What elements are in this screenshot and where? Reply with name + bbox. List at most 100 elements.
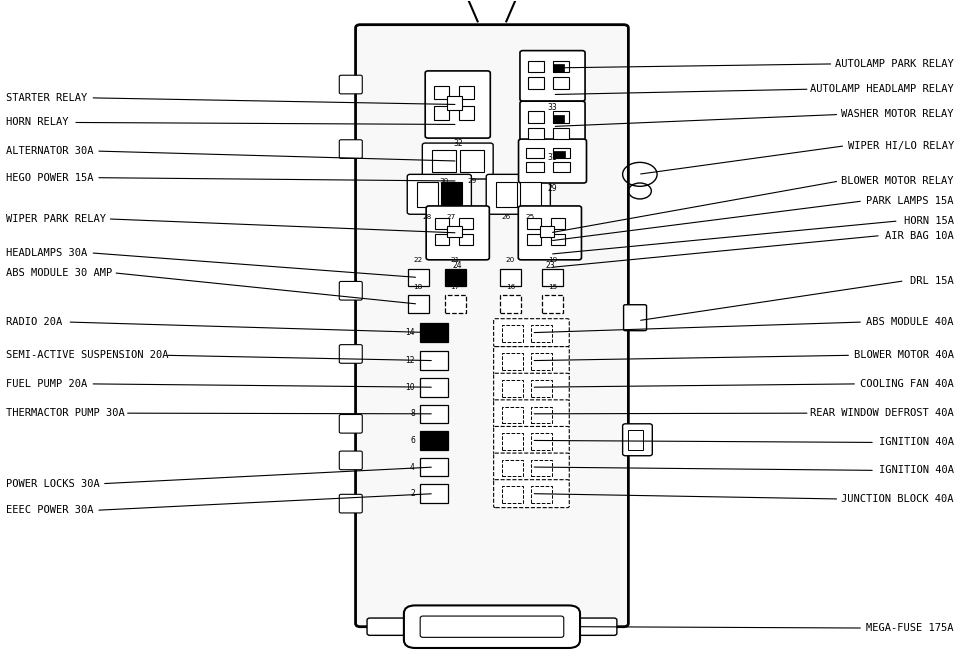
Bar	[444, 295, 466, 313]
Bar	[526, 148, 543, 158]
Text: IGNITION 40A: IGNITION 40A	[878, 466, 954, 476]
Text: WIPER HI/LO RELAY: WIPER HI/LO RELAY	[848, 141, 954, 151]
Bar	[553, 162, 570, 172]
Text: 31: 31	[548, 153, 558, 162]
Text: ALTERNATOR 30A: ALTERNATOR 30A	[6, 146, 94, 156]
FancyBboxPatch shape	[339, 345, 362, 363]
FancyBboxPatch shape	[493, 400, 569, 428]
Bar	[441, 182, 462, 207]
Bar	[542, 295, 563, 313]
Text: THERMACTOR PUMP 30A: THERMACTOR PUMP 30A	[6, 408, 125, 418]
Bar	[435, 234, 449, 245]
Bar	[434, 86, 449, 100]
Text: PARK LAMPS 15A: PARK LAMPS 15A	[866, 196, 954, 206]
Bar	[432, 150, 456, 172]
Bar	[553, 64, 564, 72]
Text: 23: 23	[545, 261, 555, 270]
FancyBboxPatch shape	[518, 139, 587, 183]
Text: EEEC POWER 30A: EEEC POWER 30A	[6, 505, 94, 515]
Bar	[531, 353, 552, 370]
Bar	[459, 86, 474, 100]
Bar	[551, 218, 565, 229]
FancyBboxPatch shape	[493, 480, 569, 508]
Bar	[553, 61, 569, 72]
FancyBboxPatch shape	[339, 414, 362, 433]
FancyBboxPatch shape	[339, 494, 362, 513]
Bar	[447, 96, 462, 110]
Text: 29: 29	[548, 184, 558, 193]
Bar	[420, 458, 448, 476]
Text: 33: 33	[547, 102, 558, 112]
FancyBboxPatch shape	[493, 373, 569, 401]
FancyBboxPatch shape	[420, 616, 564, 637]
Bar	[408, 295, 429, 313]
Text: SEMI-ACTIVE SUSPENSION 20A: SEMI-ACTIVE SUSPENSION 20A	[6, 350, 169, 360]
Bar	[459, 234, 473, 245]
Bar	[502, 353, 523, 370]
Text: BLOWER MOTOR RELAY: BLOWER MOTOR RELAY	[841, 176, 954, 186]
Text: 17: 17	[450, 284, 460, 290]
Bar	[528, 111, 544, 123]
Text: JUNCTION BLOCK 40A: JUNCTION BLOCK 40A	[841, 494, 954, 504]
Text: STARTER RELAY: STARTER RELAY	[6, 93, 87, 103]
Text: ABS MODULE 40A: ABS MODULE 40A	[866, 317, 954, 327]
Text: HEADLAMPS 30A: HEADLAMPS 30A	[6, 248, 87, 258]
Bar	[528, 77, 544, 89]
Text: 2: 2	[410, 489, 415, 498]
Text: AUTOLAMP PARK RELAY: AUTOLAMP PARK RELAY	[835, 59, 954, 69]
FancyBboxPatch shape	[493, 319, 569, 347]
Text: WASHER MOTOR RELAY: WASHER MOTOR RELAY	[841, 110, 954, 120]
Bar	[528, 128, 544, 140]
Bar	[531, 407, 552, 423]
Bar	[444, 269, 466, 286]
Text: 6: 6	[410, 436, 415, 445]
Text: IGNITION 40A: IGNITION 40A	[878, 438, 954, 448]
FancyBboxPatch shape	[520, 101, 585, 152]
Text: 10: 10	[405, 383, 415, 391]
Text: 32: 32	[453, 140, 463, 148]
Bar	[531, 486, 552, 503]
Text: 19: 19	[548, 257, 557, 263]
Bar	[408, 269, 429, 286]
FancyBboxPatch shape	[422, 143, 493, 179]
Text: BLOWER MOTOR 40A: BLOWER MOTOR 40A	[853, 350, 954, 360]
Bar	[553, 111, 569, 123]
Bar	[495, 182, 516, 207]
Bar	[500, 269, 521, 286]
Text: POWER LOCKS 30A: POWER LOCKS 30A	[6, 479, 100, 489]
Bar	[527, 234, 541, 245]
Text: 25: 25	[526, 214, 535, 220]
Bar	[553, 128, 569, 140]
Text: 28: 28	[422, 214, 432, 220]
Text: AIR BAG 10A: AIR BAG 10A	[885, 230, 954, 240]
Text: 21: 21	[450, 257, 460, 263]
Text: 8: 8	[410, 409, 415, 418]
Bar	[553, 148, 570, 158]
Bar	[531, 433, 552, 450]
Text: FUEL PUMP 20A: FUEL PUMP 20A	[6, 379, 87, 389]
FancyBboxPatch shape	[339, 75, 362, 94]
Bar	[459, 218, 473, 229]
FancyBboxPatch shape	[486, 174, 550, 214]
Text: WIPER PARK RELAY: WIPER PARK RELAY	[6, 214, 107, 224]
Bar	[420, 351, 448, 370]
Bar	[502, 407, 523, 423]
Bar	[435, 218, 449, 229]
FancyBboxPatch shape	[493, 453, 569, 481]
Text: AUTOLAMP HEADLAMP RELAY: AUTOLAMP HEADLAMP RELAY	[810, 84, 954, 94]
Text: 29: 29	[467, 178, 476, 184]
Text: 12: 12	[405, 356, 415, 365]
Bar	[502, 460, 523, 476]
Bar	[531, 325, 552, 342]
FancyBboxPatch shape	[518, 206, 582, 260]
Bar	[542, 269, 563, 286]
Text: 24: 24	[453, 261, 463, 270]
Bar	[551, 234, 565, 245]
Bar	[434, 106, 449, 120]
FancyBboxPatch shape	[426, 206, 490, 260]
Bar	[526, 162, 543, 172]
Text: HORN 15A: HORN 15A	[903, 216, 954, 226]
Text: 16: 16	[506, 284, 515, 290]
FancyBboxPatch shape	[339, 281, 362, 300]
Bar	[460, 150, 484, 172]
